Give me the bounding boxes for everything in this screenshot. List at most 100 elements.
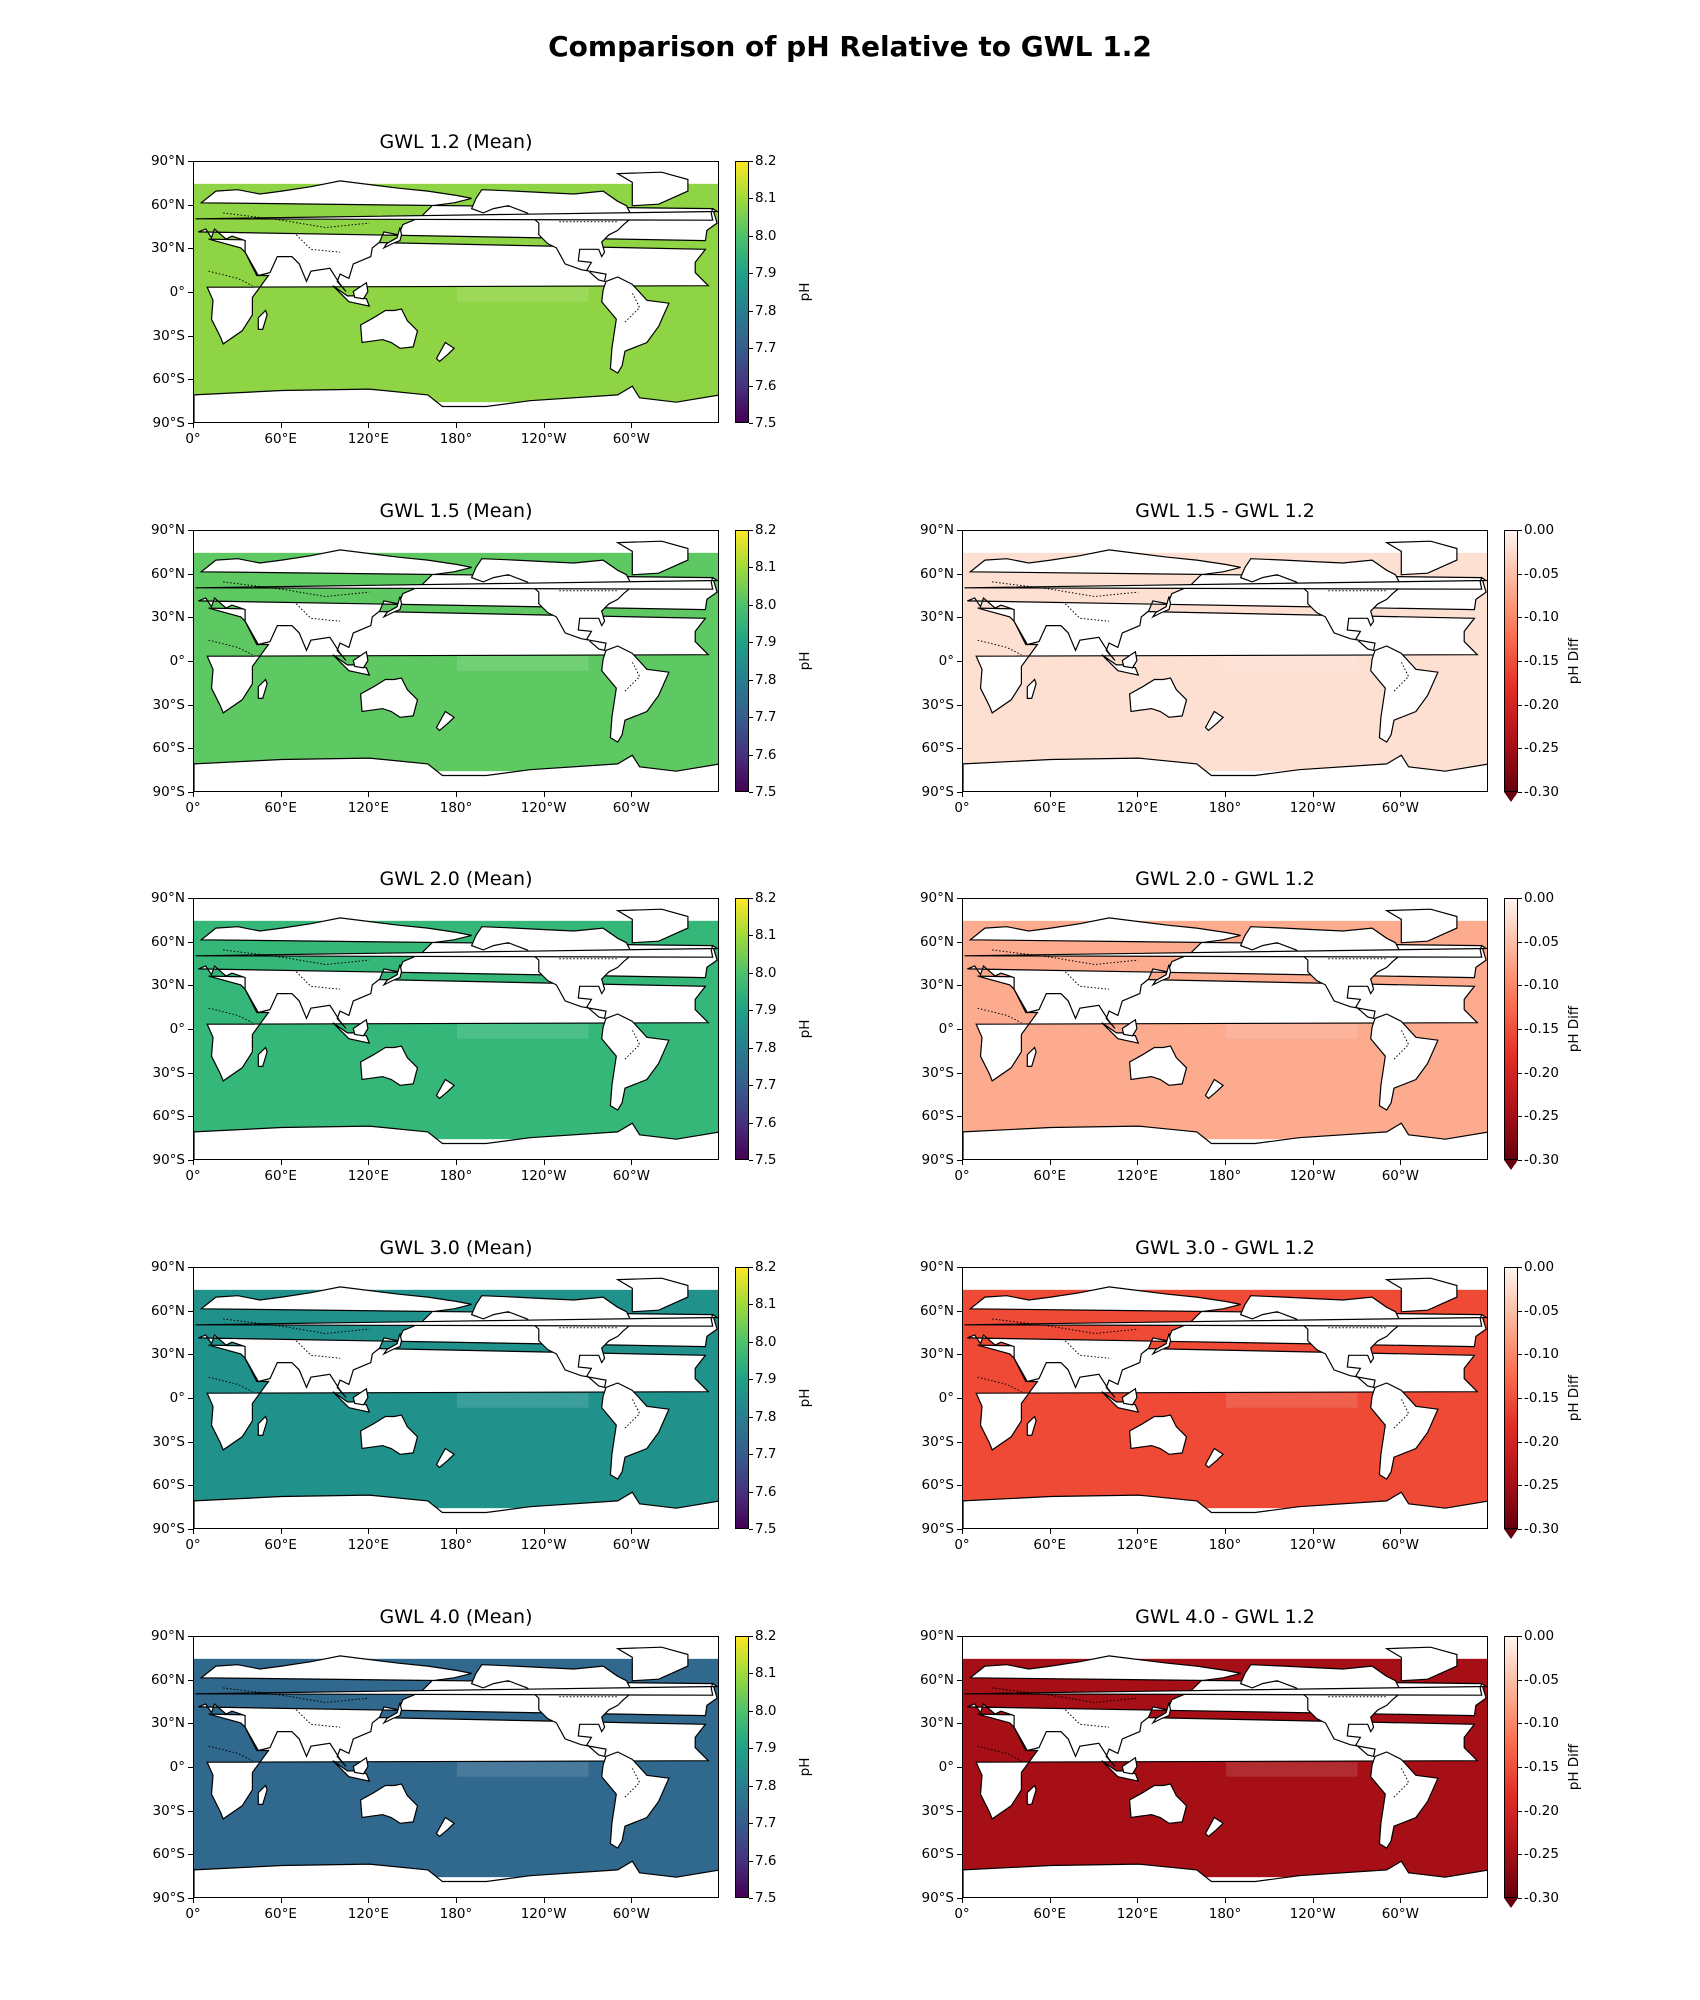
equatorial-band [457, 287, 589, 302]
landmass-indonesia [332, 1022, 371, 1044]
landmass-borneo [352, 1387, 369, 1406]
landmass-antarctica [963, 754, 1487, 791]
landmass-japan [1151, 1333, 1172, 1356]
colorbar-tick-label: 8.1 [755, 927, 777, 944]
colorbar-tick-mark [749, 1823, 753, 1825]
equatorial-band [457, 1024, 589, 1039]
colorbar-tick-label: 7.8 [755, 302, 777, 319]
lat-tick-label: 90°S [152, 1152, 186, 1168]
lat-tick-label: 0° [938, 653, 954, 669]
lon-tick-label: 120°E [347, 800, 389, 816]
map-panel: GWL 1.5 (Mean) 90°N 60°N 30°N 0° 30°S 60°S 90°S… [151, 500, 813, 816]
landmass-borneo [352, 1756, 369, 1775]
lat-tick-mark [188, 1160, 193, 1161]
lon-tick-mark [631, 1160, 633, 1165]
colorbar-label: pH [797, 651, 813, 671]
lon-tick-label: 120°W [520, 431, 567, 447]
landmass-nz [435, 710, 456, 732]
lon-tick-label: 60°W [612, 1906, 650, 1922]
landmass-antarctica [194, 1491, 718, 1528]
lat-tick-label: 90°N [150, 1259, 185, 1275]
lat-tick-mark [188, 573, 193, 575]
colorbar-tick-label: 7.5 [755, 1521, 777, 1537]
colorbar-tick-mark [1518, 941, 1522, 943]
lon-tick-mark [368, 423, 370, 428]
colorbar-tick-label: -0.30 [1524, 1152, 1559, 1168]
lat-tick-mark [188, 748, 193, 750]
colorbar-tick-label: 7.7 [755, 709, 777, 726]
country-border [223, 581, 370, 598]
map-panel: GWL 4.0 - GWL 1.2 90°N 60°N 30°N 0° 30°S 60°S 9… [920, 1606, 1582, 1922]
colorbar-tick-label: -0.20 [1524, 696, 1559, 713]
lat-tick-mark [188, 1029, 193, 1030]
map-canvas [194, 171, 718, 422]
lat-tick-label: 30°N [150, 977, 185, 994]
country-border [992, 949, 1139, 966]
landmass-uk [964, 576, 1487, 590]
colorbar-tick-mark [749, 348, 753, 350]
lon-tick-mark [1049, 792, 1051, 797]
lon-tick-mark [962, 1160, 963, 1165]
lat-tick-label: 90°N [150, 153, 185, 169]
landmass-borneo [352, 281, 369, 300]
landmass-japan [382, 1702, 403, 1725]
country-border [223, 212, 370, 229]
lon-tick-label: 120°E [347, 1537, 389, 1553]
lon-tick-label: 60°W [612, 431, 650, 447]
landmass-antarctica [194, 754, 718, 791]
lat-tick-mark [188, 335, 193, 337]
lat-tick-mark [188, 161, 193, 162]
lon-tick-label: 180° [1208, 1168, 1242, 1184]
lat-tick-label: 60°N [919, 565, 954, 582]
lon-tick-label: 120°E [1116, 800, 1158, 816]
lon-tick-mark [1400, 792, 1402, 797]
colorbar-tick-mark [749, 423, 753, 424]
lat-tick-mark [188, 1398, 193, 1399]
lon-tick-label: 180° [1208, 1537, 1242, 1553]
lat-tick-mark [957, 1072, 962, 1074]
colorbar-tick-label: -0.25 [1524, 1108, 1559, 1125]
lat-tick-label: 30°S [921, 696, 955, 713]
panel-title: GWL 1.5 - GWL 1.2 [1135, 500, 1315, 522]
lat-tick-mark [188, 423, 193, 424]
colorbar-tick-label: 8.2 [755, 153, 777, 169]
map-panel: GWL 3.0 - GWL 1.2 90°N 60°N 30°N 0° 30°S 60°S 9… [920, 1237, 1582, 1553]
colorbar-tick-label: -0.30 [1524, 1890, 1559, 1906]
landmass-borneo [1121, 650, 1138, 669]
map-canvas [194, 540, 718, 791]
lon-tick-label: 180° [439, 1906, 473, 1922]
landmass-madagascar [1026, 1415, 1037, 1436]
lat-tick-label: 60°N [150, 565, 185, 582]
colorbar-tick-mark [749, 198, 753, 200]
colorbar [1504, 530, 1518, 792]
lon-tick-label: 120°W [520, 1906, 567, 1922]
map-canvas [194, 1646, 718, 1897]
landmass-uk [195, 207, 718, 221]
landmass-australia [359, 1045, 419, 1086]
lon-tick-label: 0° [185, 1168, 201, 1184]
colorbar-tick-mark [1518, 1354, 1522, 1356]
landmass-indonesia [332, 1391, 371, 1413]
lon-tick-mark [280, 423, 282, 428]
colorbar-tick-mark [1518, 985, 1522, 987]
colorbar-tick-label: 7.9 [755, 265, 777, 282]
landmass-indonesia [332, 1760, 371, 1782]
lon-tick-label: 0° [954, 800, 970, 816]
map-panel: GWL 3.0 (Mean) 90°N 60°N 30°N 0° 30°S 60°S 90°S… [151, 1237, 813, 1553]
landmass-samerica [601, 276, 670, 374]
panel-title: GWL 1.5 (Mean) [379, 500, 533, 522]
lat-tick-mark [188, 1898, 193, 1899]
landmass-antarctica [194, 1860, 718, 1897]
colorbar-tick-mark [1518, 1029, 1522, 1030]
lat-tick-mark [188, 898, 193, 899]
colorbar-tick-label: 0.00 [1524, 1628, 1555, 1644]
lat-tick-mark [188, 661, 193, 662]
landmass-japan [1151, 1702, 1172, 1725]
landmass-australia [359, 1783, 419, 1824]
equatorial-band [457, 1393, 589, 1408]
lat-tick-mark [957, 1767, 962, 1768]
lon-tick-mark [543, 792, 545, 797]
panel-title: GWL 4.0 - GWL 1.2 [1135, 1606, 1315, 1628]
colorbar-tick-mark [749, 1673, 753, 1675]
landmass-madagascar [257, 309, 268, 330]
